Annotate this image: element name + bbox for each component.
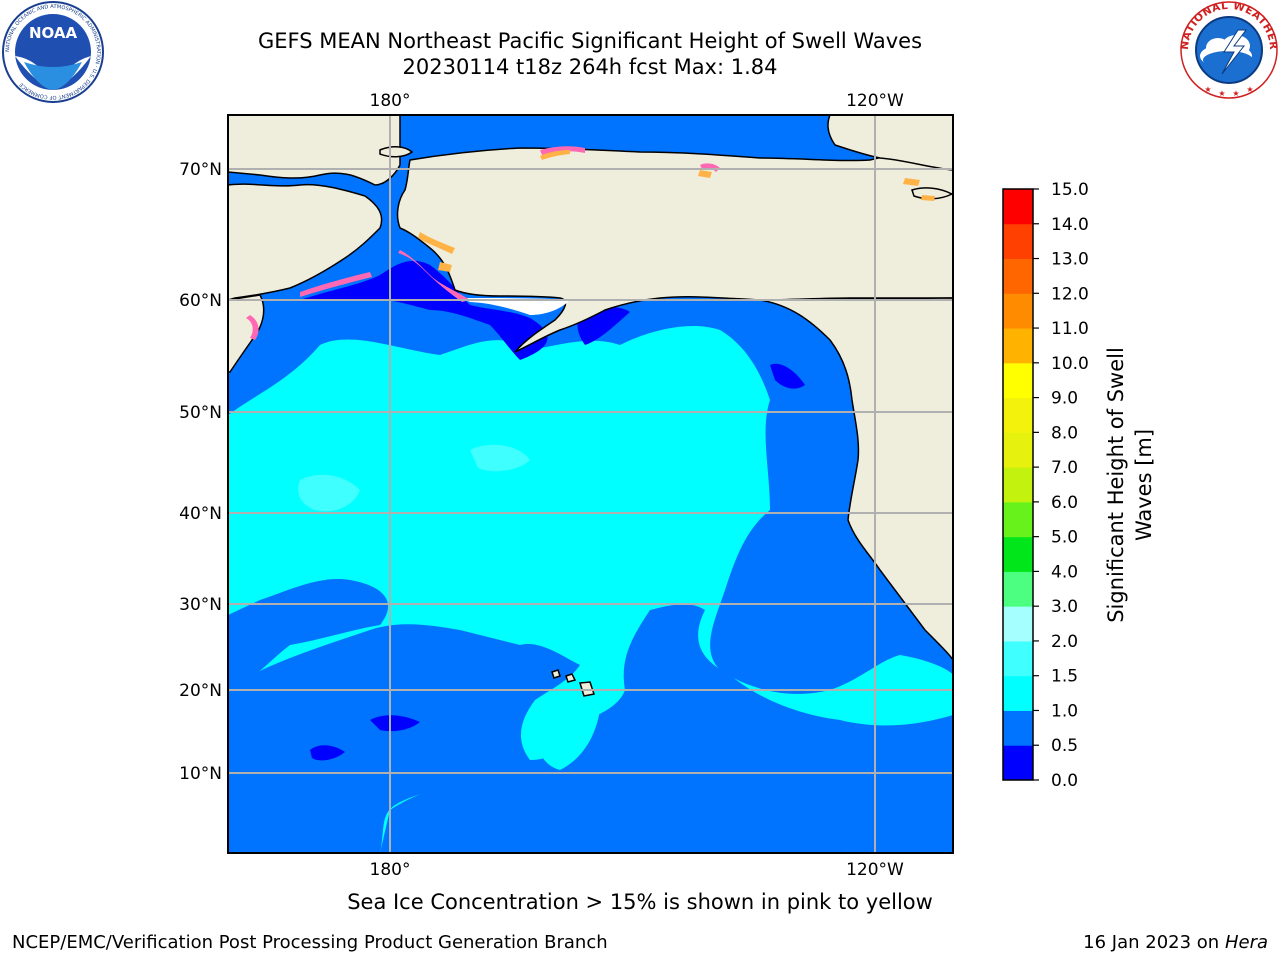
colorbar-tick-label: 10.0: [1051, 354, 1089, 374]
credit-date: 16 Jan 2023 on Hera: [1083, 932, 1268, 953]
colorbar-tick-label: 7.0: [1051, 458, 1078, 478]
noaa-logo-text: NOAA: [29, 24, 78, 42]
colorbar-tick-label: 0.5: [1051, 736, 1078, 756]
sea-ice-note: Sea Ice Concentration > 15% is shown in …: [347, 890, 933, 914]
svg-text:★: ★: [1232, 89, 1239, 98]
colorbar-tick-label: 2.0: [1051, 632, 1078, 652]
land-masses: [228, 115, 953, 697]
colorbar-tick-label: 0.0: [1051, 771, 1078, 791]
colorbar-tick-label: 12.0: [1051, 284, 1089, 304]
colorbar-tick-label: 8.0: [1051, 423, 1078, 443]
colorbar-bin: [1003, 606, 1033, 642]
colorbar-bin: [1003, 640, 1033, 677]
noaa-logo: NOAA NATIONAL OCEANIC AND ATMOSPHERIC AD…: [2, 1, 104, 103]
credit-branch: NCEP/EMC/Verification Post Processing Pr…: [12, 932, 608, 953]
colorbar-tick-label: 13.0: [1051, 250, 1089, 270]
lat-label-60n: 60°N: [179, 291, 222, 311]
lat-label-30n: 30°N: [179, 595, 222, 615]
lon-label-bottom-120w: 120°W: [846, 860, 904, 880]
map-subtitle: 20230114 t18z 264h fcst Max: 1.84: [402, 55, 778, 79]
colorbar-tick-label: 14.0: [1051, 215, 1089, 235]
colorbar-bin: [1003, 397, 1033, 433]
colorbar-bin: [1003, 432, 1033, 468]
colorbar-label-line2: Waves [m]: [1132, 429, 1156, 541]
colorbar-bin: [1003, 293, 1033, 329]
colorbar-tick-label: 1.5: [1051, 667, 1078, 687]
colorbar-tick-label: 6.0: [1051, 493, 1078, 513]
nws-logo: NATIONAL WEATHER SERVICE ★★★★: [1178, 0, 1279, 99]
colorbar-tick-label: 5.0: [1051, 528, 1078, 548]
svg-text:★: ★: [1246, 85, 1253, 94]
colorbar-tick-label: 15.0: [1051, 180, 1089, 200]
map-frame: [227, 114, 954, 854]
colorbar-bin: [1003, 223, 1033, 260]
colorbar-ticks: 15.0 14.0 13.0 12.0 11.0 10.0 9.0 8.0 7.0 6.0 5.0 4…: [1033, 180, 1089, 791]
svg-text:★: ★: [1218, 89, 1225, 98]
map-gridlines: [228, 115, 953, 853]
colorbar-tick-label: 4.0: [1051, 562, 1078, 582]
lon-label-top-120w: 120°W: [846, 91, 904, 111]
map-title: GEFS MEAN Northeast Pacific Significant …: [257, 29, 923, 53]
lat-label-70n: 70°N: [179, 160, 222, 180]
colorbar-bin: [1003, 571, 1033, 607]
colorbar-bin: [1003, 675, 1033, 711]
lat-label-50n: 50°N: [179, 403, 222, 423]
swell-band-1.5-2: [298, 444, 530, 512]
credit-host: Hera: [1224, 932, 1268, 953]
colorbar-bin: [1003, 467, 1033, 503]
colorbar-bin: [1003, 501, 1033, 538]
colorbar: [1003, 189, 1033, 781]
colorbar-bin: [1003, 536, 1033, 572]
colorbar-tick-label: 11.0: [1051, 319, 1089, 339]
colorbar-bin: [1003, 710, 1033, 746]
colorbar-tick-label: 1.0: [1051, 701, 1078, 721]
colorbar-frame: [1002, 188, 1034, 781]
colorbar-bin: [1003, 745, 1033, 781]
lon-label-top-180: 180°: [370, 91, 411, 111]
credit-date-text: 16 Jan 2023 on: [1083, 932, 1225, 953]
colorbar-bin: [1003, 328, 1033, 364]
svg-text:★: ★: [1204, 85, 1211, 94]
lat-label-40n: 40°N: [179, 504, 222, 524]
lat-label-20n: 20°N: [179, 681, 222, 701]
map-plot-area: [228, 115, 953, 853]
lon-label-bottom-180: 180°: [370, 860, 411, 880]
colorbar-bin: [1003, 258, 1033, 294]
colorbar-bin: [1003, 189, 1033, 225]
colorbar-label-line1: Significant Height of Swell: [1104, 347, 1128, 623]
colorbar-tick-label: 3.0: [1051, 597, 1078, 617]
ice-free-gap: [460, 298, 570, 315]
lat-label-10n: 10°N: [179, 764, 222, 784]
colorbar-bin: [1003, 362, 1033, 399]
sea-ice-orange: [418, 150, 935, 272]
colorbar-tick-label: 9.0: [1051, 389, 1078, 409]
